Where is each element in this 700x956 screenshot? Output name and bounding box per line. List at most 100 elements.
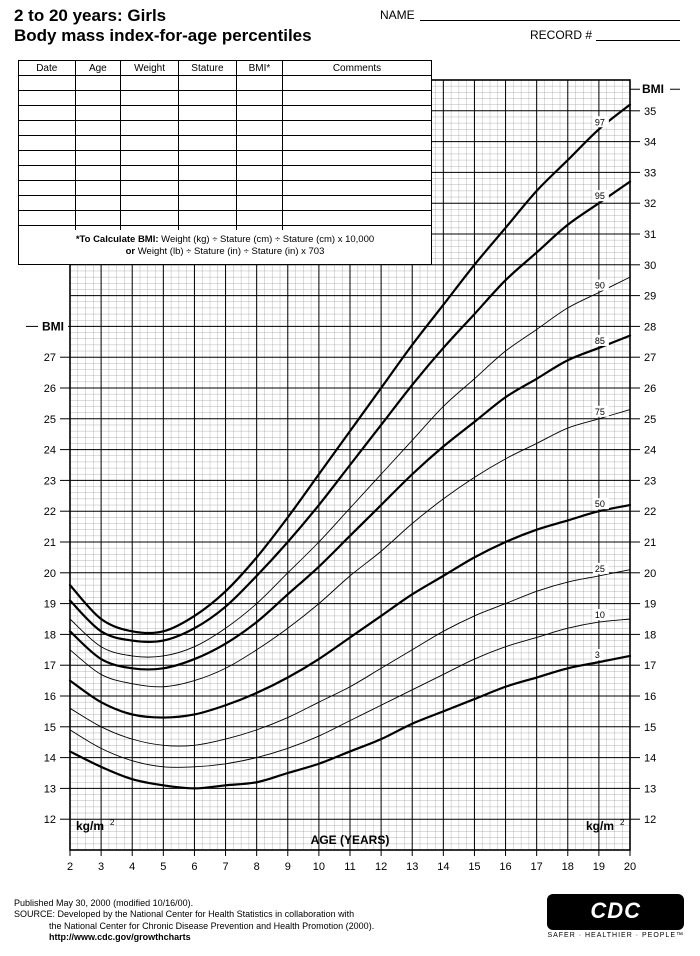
entry-cell[interactable] [283,151,432,166]
entry-cell[interactable] [19,151,76,166]
entry-cell[interactable] [75,181,121,196]
svg-text:11: 11 [344,861,355,873]
svg-text:20: 20 [644,568,656,580]
entry-cell[interactable] [283,211,432,226]
svg-text:10: 10 [313,861,325,873]
svg-text:2: 2 [620,818,625,827]
entry-cell[interactable] [19,106,76,121]
name-label: NAME [380,8,415,22]
record-blank-line[interactable] [596,40,680,41]
entry-cell[interactable] [236,121,282,136]
entry-cell[interactable] [236,151,282,166]
entry-cell[interactable] [178,181,236,196]
svg-text:25: 25 [644,414,656,426]
entry-cell[interactable] [121,166,179,181]
entry-cell[interactable] [283,136,432,151]
svg-text:12: 12 [44,814,56,826]
entry-cell[interactable] [121,196,179,211]
entry-cell[interactable] [121,91,179,106]
entry-cell[interactable] [283,181,432,196]
entry-cell[interactable] [121,151,179,166]
svg-text:15: 15 [644,722,656,734]
entry-cell[interactable] [283,166,432,181]
entry-cell[interactable] [121,121,179,136]
entry-cell[interactable] [19,166,76,181]
entry-cell[interactable] [75,106,121,121]
entry-cell[interactable] [283,196,432,211]
title-line-2: Body mass index-for-age percentiles [14,26,312,46]
entry-cell[interactable] [236,136,282,151]
entry-cell[interactable] [121,136,179,151]
cdc-logo: CDC SAFER · HEALTHIER · PEOPLE™ [547,894,684,939]
entry-cell[interactable] [178,211,236,226]
entry-cell[interactable] [283,106,432,121]
entry-cell[interactable] [75,151,121,166]
entry-cell[interactable] [75,121,121,136]
entry-cell[interactable] [75,91,121,106]
entry-cell[interactable] [236,196,282,211]
entry-cell[interactable] [178,166,236,181]
entry-cell[interactable] [236,106,282,121]
entry-cell[interactable] [178,151,236,166]
entry-cell[interactable] [121,211,179,226]
svg-text:BMI: BMI [642,82,664,96]
entry-cell[interactable] [19,136,76,151]
entry-cell[interactable] [236,166,282,181]
svg-text:13: 13 [44,783,56,795]
pub-date: Published May 30, 2000 (modified 10/16/0… [14,898,193,908]
svg-text:17: 17 [644,660,656,672]
entry-cell[interactable] [236,211,282,226]
entry-cell[interactable] [75,166,121,181]
entry-cell[interactable] [19,196,76,211]
entry-cell[interactable] [75,136,121,151]
entry-cell[interactable] [75,196,121,211]
svg-text:29: 29 [644,291,656,303]
svg-text:17: 17 [531,861,543,873]
svg-text:14: 14 [644,753,656,765]
svg-text:9: 9 [285,861,291,873]
entry-cell[interactable] [236,91,282,106]
entry-cell[interactable] [178,106,236,121]
svg-text:17: 17 [44,660,56,672]
svg-text:18: 18 [44,629,56,641]
entry-cell[interactable] [236,76,282,91]
svg-text:14: 14 [437,861,449,873]
entry-cell[interactable] [121,181,179,196]
svg-text:19: 19 [644,599,656,611]
entry-cell[interactable] [75,211,121,226]
entry-cell[interactable] [121,106,179,121]
name-blank-line[interactable] [420,20,680,21]
entry-cell[interactable] [178,76,236,91]
svg-text:5: 5 [160,861,166,873]
svg-text:23: 23 [44,475,56,487]
svg-text:21: 21 [44,537,56,549]
svg-text:16: 16 [499,861,511,873]
svg-text:12: 12 [375,861,387,873]
svg-text:33: 33 [644,167,656,179]
entry-cell[interactable] [178,121,236,136]
svg-text:2: 2 [110,818,115,827]
entry-cell[interactable] [19,211,76,226]
svg-text:24: 24 [44,445,56,457]
entry-cell[interactable] [283,76,432,91]
entry-cell[interactable] [19,121,76,136]
svg-text:AGE (YEARS): AGE (YEARS) [311,833,390,847]
pub-url: http://www.cdc.gov/growthcharts [49,932,191,942]
svg-text:27: 27 [644,352,656,364]
svg-text:31: 31 [644,229,656,241]
entry-cell[interactable] [178,136,236,151]
entry-cell[interactable] [121,76,179,91]
entry-cell[interactable] [178,91,236,106]
entry-cell[interactable] [236,181,282,196]
svg-text:97: 97 [595,117,605,127]
entry-cell[interactable] [283,121,432,136]
entry-cell[interactable] [283,91,432,106]
entry-cell[interactable] [19,76,76,91]
svg-text:26: 26 [44,383,56,395]
entry-cell[interactable] [75,76,121,91]
entry-cell[interactable] [19,181,76,196]
entry-cell[interactable] [178,196,236,211]
entry-cell[interactable] [19,91,76,106]
svg-text:32: 32 [644,198,656,210]
svg-text:12: 12 [644,814,656,826]
